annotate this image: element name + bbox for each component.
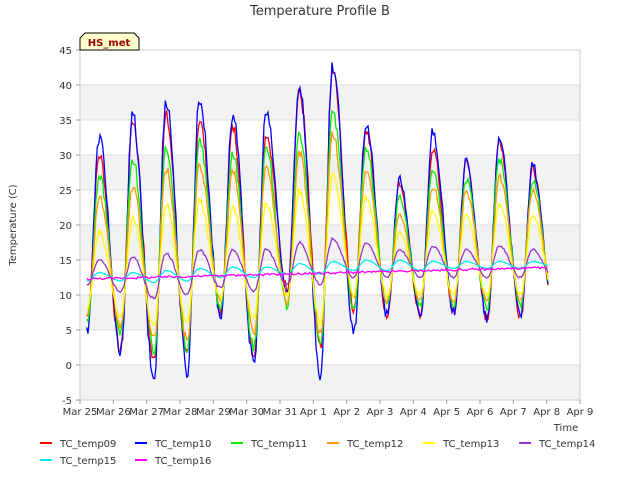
x-tick-label: Apr 1 [300, 407, 327, 418]
background-band [80, 50, 580, 85]
background-band [80, 225, 580, 260]
x-tick-label: Apr 8 [533, 407, 560, 418]
y-tick-label: 45 [59, 46, 72, 57]
x-tick-label: Apr 3 [367, 407, 394, 418]
legend-label: TC_temp16 [154, 456, 211, 467]
x-tick-label: Apr 9 [567, 407, 594, 418]
y-tick-label: 0 [66, 361, 72, 372]
legend: TC_temp09 TC_temp10 TC_temp11 TC_temp12 TC_t… [40, 439, 595, 467]
y-tick-label: 35 [59, 116, 72, 127]
x-tick-label: Mar 29 [196, 407, 231, 418]
series-lines [86, 62, 549, 381]
station-badge-label: HS_met [88, 38, 131, 49]
legend-label: TC_temp11 [250, 439, 307, 450]
station-badge: HS_met [79, 32, 140, 51]
y-axis-label: Temperature (C) [8, 184, 19, 266]
y-tick-label: -5 [62, 396, 72, 407]
legend-label: TC_temp12 [346, 439, 403, 450]
y-tick-label: 30 [59, 151, 72, 162]
legend-label: TC_temp13 [442, 439, 499, 450]
chart-title: Temperature Profile B [249, 4, 390, 19]
legend-label: TC_temp10 [154, 439, 211, 450]
y-tick-label: 40 [59, 81, 72, 92]
y-tick-label: 25 [59, 186, 72, 197]
x-tick-label: Apr 6 [467, 407, 494, 418]
x-tick-label: Apr 4 [400, 407, 427, 418]
x-tick-label: Apr 5 [433, 407, 460, 418]
series-line-tc-temp16 [86, 266, 548, 281]
series-line-tc-temp14 [86, 236, 549, 300]
x-tick-label: Mar 27 [129, 407, 164, 418]
x-tick-label: Mar 30 [229, 407, 264, 418]
y-tick-label: 5 [66, 326, 72, 337]
series-line-tc-temp12 [86, 131, 549, 341]
legend-label: TC_temp14 [538, 439, 595, 450]
background-band [80, 365, 580, 400]
series-line-tc-temp10 [86, 62, 549, 381]
background-band [80, 295, 580, 330]
x-tick-label: Mar 28 [163, 407, 198, 418]
x-tick-label: Mar 25 [63, 407, 98, 418]
x-tick-label: Mar 26 [96, 407, 131, 418]
x-axis-label: Time [553, 423, 578, 434]
series-line-tc-temp13 [86, 172, 549, 327]
series-line-tc-temp11 [86, 109, 549, 356]
x-tick-label: Apr 2 [333, 407, 360, 418]
y-tick-label: 15 [59, 256, 72, 267]
y-tick-label: 10 [59, 291, 72, 302]
x-tick-label: Mar 31 [263, 407, 298, 418]
background-band [80, 330, 580, 365]
legend-label: TC_temp09 [59, 439, 116, 450]
legend-label: TC_temp15 [59, 456, 116, 467]
y-axis-ticks: -5 0 5 10 15 20 25 30 35 40 45 [59, 46, 80, 407]
x-tick-label: Apr 7 [500, 407, 527, 418]
y-tick-label: 20 [59, 221, 72, 232]
